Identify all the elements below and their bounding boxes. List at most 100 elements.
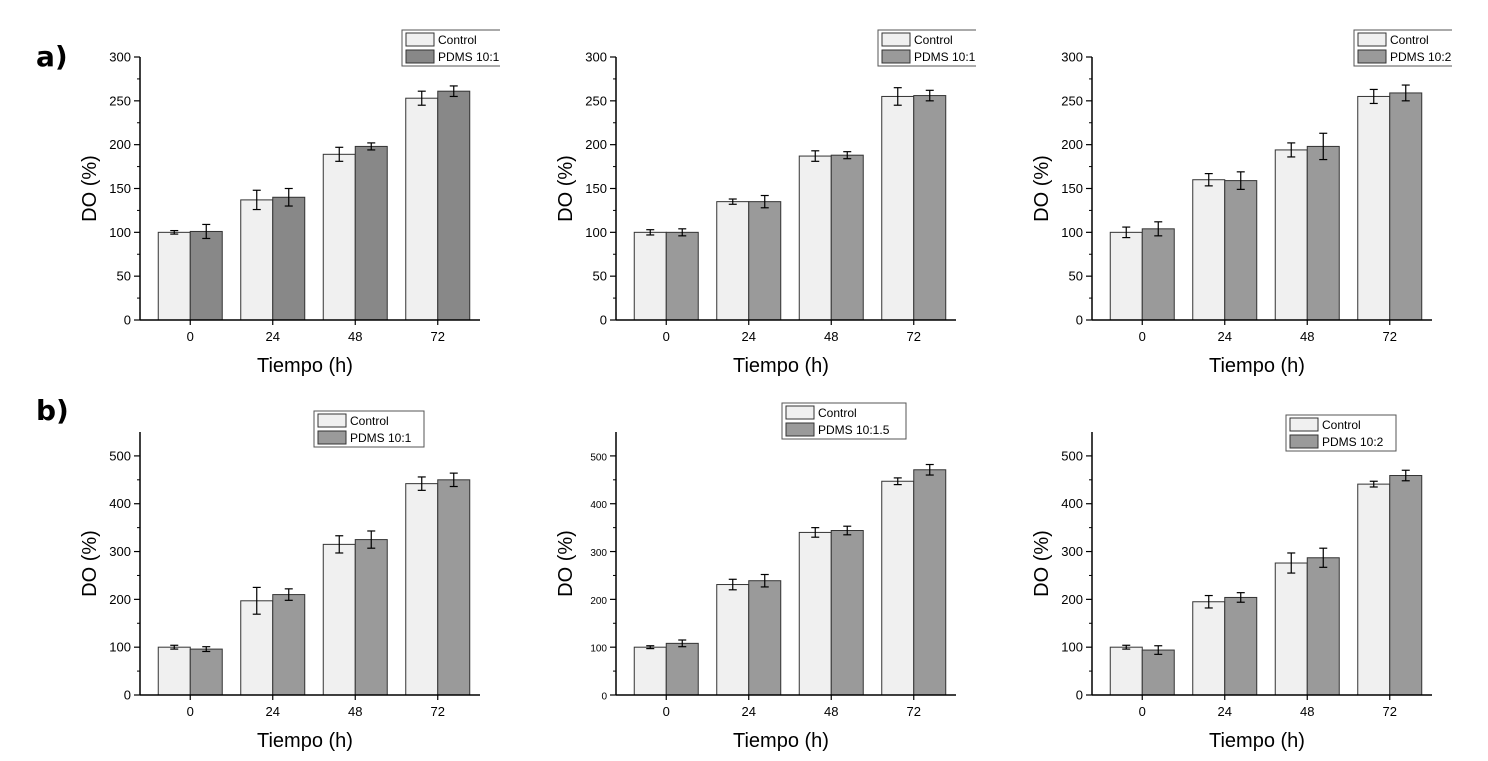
y-tick-label: 150 xyxy=(585,181,607,196)
y-tick-label: 0 xyxy=(600,313,607,328)
panel-label-a: a) xyxy=(36,40,68,73)
legend-swatch-pdms xyxy=(881,49,911,64)
bar-pdms-0 xyxy=(189,648,223,696)
y-tick-label: 200 xyxy=(1061,137,1083,152)
bar-pdms-24 xyxy=(1224,180,1258,321)
x-tick-label: 0 xyxy=(663,329,670,344)
y-tick-label: 200 xyxy=(590,596,607,607)
y-tick-label: 500 xyxy=(1061,448,1083,463)
y-tick-label: 300 xyxy=(1061,544,1083,559)
bar-pdms-72 xyxy=(913,469,947,696)
panel-label-b: b) xyxy=(36,394,69,427)
y-tick-label: 0 xyxy=(601,692,607,703)
legend-label-pdms: PDMS 10:1 xyxy=(438,50,500,64)
legend-swatch-pdms xyxy=(317,430,347,445)
bar-control-24 xyxy=(240,199,274,321)
x-tick-label: 72 xyxy=(431,704,445,719)
x-tick-label: 24 xyxy=(742,704,756,719)
bar-control-72 xyxy=(405,97,439,321)
bar-control-0 xyxy=(157,646,191,696)
bar-pdms-48 xyxy=(830,530,864,696)
x-tick-label: 72 xyxy=(1383,704,1397,719)
y-tick-label: 500 xyxy=(109,448,131,463)
x-tick-label: 24 xyxy=(266,704,280,719)
x-axis-label: Tiempo (h) xyxy=(733,355,829,377)
y-tick-label: 300 xyxy=(109,544,131,559)
legend-swatch-pdms xyxy=(405,49,435,64)
bar-control-48 xyxy=(798,531,832,696)
bar-control-48 xyxy=(322,153,356,321)
bar-pdms-48 xyxy=(1306,557,1340,696)
legend-swatch-control xyxy=(405,32,435,47)
bar-control-72 xyxy=(405,483,439,696)
x-tick-label: 72 xyxy=(1383,329,1397,344)
legend-swatch-pdms xyxy=(1357,49,1387,64)
bar-pdms-72 xyxy=(437,90,471,321)
chart-a3: 0 50 100 150 200 250 300 0 24 48 72 Tiempo (h) DO (%… xyxy=(1031,29,1452,377)
y-tick-label: 200 xyxy=(585,137,607,152)
bar-control-72 xyxy=(881,480,915,696)
x-tick-label: 48 xyxy=(824,704,838,719)
legend-swatch-control xyxy=(785,405,815,420)
legend-label-control: Control xyxy=(1322,418,1361,432)
bar-pdms-0 xyxy=(665,642,699,696)
chart-b3: 0 100 200 300 400 500 0 24 48 72 Tiempo (h) DO (%) C… xyxy=(1031,414,1432,752)
y-tick-label: 50 xyxy=(593,269,607,284)
bar-control-24 xyxy=(1192,601,1226,696)
y-tick-label: 100 xyxy=(1061,640,1083,655)
legend-swatch-control xyxy=(317,413,347,428)
bar-pdms-0 xyxy=(1141,228,1175,321)
legend-label-control: Control xyxy=(914,33,953,47)
bar-control-24 xyxy=(1192,179,1226,321)
y-tick-label: 300 xyxy=(1061,50,1083,65)
x-axis-label: Tiempo (h) xyxy=(257,355,353,377)
bar-pdms-0 xyxy=(189,230,223,321)
y-tick-label: 100 xyxy=(585,225,607,240)
y-tick-label: 400 xyxy=(590,500,607,511)
bar-pdms-24 xyxy=(748,580,782,696)
y-axis-label: DO (%) xyxy=(1031,155,1053,222)
y-tick-label: 50 xyxy=(1069,269,1083,284)
bar-pdms-24 xyxy=(272,196,306,321)
y-axis-label: DO (%) xyxy=(79,530,101,597)
legend-label-pdms: PDMS 10:2 xyxy=(1390,50,1452,64)
bar-control-48 xyxy=(322,543,356,696)
bar-pdms-0 xyxy=(665,231,699,321)
legend-swatch-control xyxy=(1357,32,1387,47)
y-axis-label: DO (%) xyxy=(555,530,577,597)
bar-control-72 xyxy=(1357,95,1391,321)
bar-pdms-72 xyxy=(1389,92,1423,321)
y-tick-label: 0 xyxy=(124,313,131,328)
y-tick-label: 400 xyxy=(109,496,131,511)
legend-label-pdms: PDMS 10:1.5 xyxy=(914,50,976,64)
bar-pdms-72 xyxy=(913,95,947,321)
x-tick-label: 0 xyxy=(187,329,194,344)
x-tick-label: 72 xyxy=(907,329,921,344)
y-tick-label: 0 xyxy=(124,688,131,703)
chart-a2: 0 50 100 150 200 250 300 0 24 48 72 Tiempo (h) DO (%… xyxy=(555,29,976,377)
legend-swatch-pdms xyxy=(785,422,815,437)
legend-label-pdms: PDMS 10:1.5 xyxy=(818,423,890,437)
bar-control-24 xyxy=(716,584,750,696)
y-tick-label: 200 xyxy=(109,137,131,152)
bar-control-0 xyxy=(1109,231,1143,321)
y-axis-label: DO (%) xyxy=(1031,530,1053,597)
x-tick-label: 48 xyxy=(1300,329,1314,344)
y-tick-label: 250 xyxy=(585,93,607,108)
x-tick-label: 72 xyxy=(907,704,921,719)
y-tick-label: 100 xyxy=(109,640,131,655)
bar-control-0 xyxy=(1109,646,1143,696)
x-axis-label: Tiempo (h) xyxy=(257,730,353,752)
legend-label-control: Control xyxy=(1390,33,1429,47)
bar-pdms-48 xyxy=(830,154,864,321)
x-tick-label: 48 xyxy=(1300,704,1314,719)
bar-control-72 xyxy=(881,95,915,321)
y-tick-label: 150 xyxy=(109,181,131,196)
y-tick-label: 0 xyxy=(1076,313,1083,328)
bar-pdms-48 xyxy=(1306,145,1340,321)
x-tick-label: 24 xyxy=(1218,329,1232,344)
x-axis-label: Tiempo (h) xyxy=(1209,355,1305,377)
bar-control-48 xyxy=(1274,562,1308,696)
legend-label-pdms: PDMS 10:2 xyxy=(1322,435,1384,449)
